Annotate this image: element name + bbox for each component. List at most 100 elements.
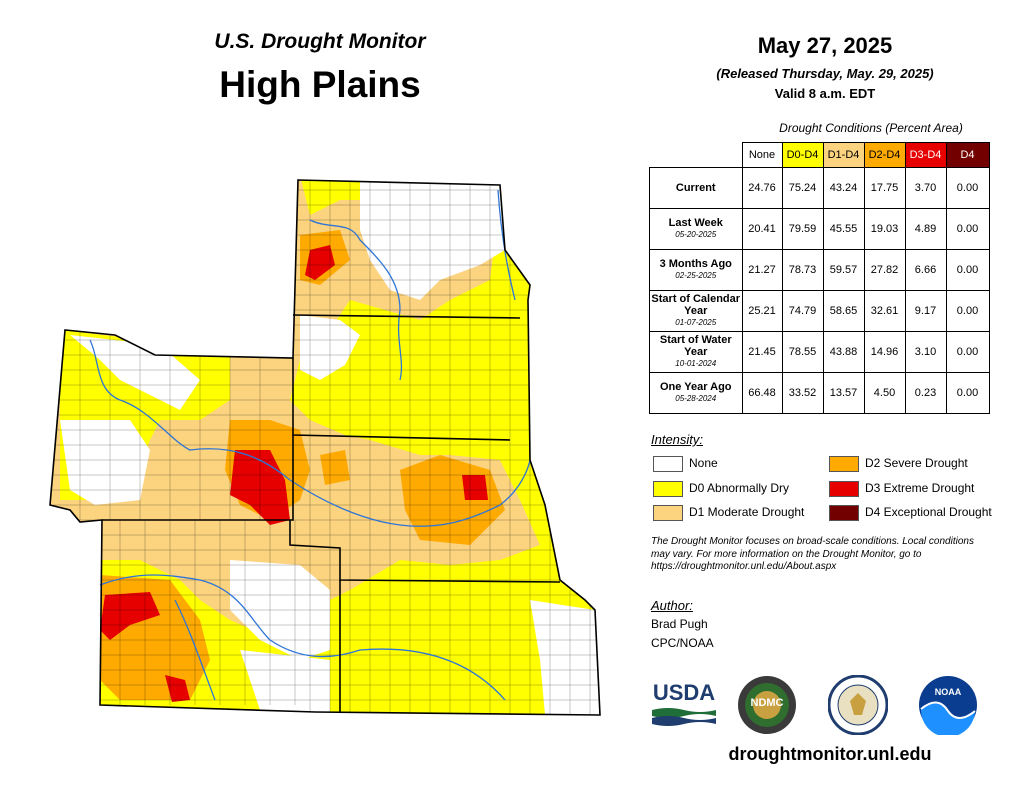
table-cell: 74.79 bbox=[781, 290, 824, 332]
table-cell: 17.75 bbox=[863, 167, 906, 209]
legend-swatch bbox=[829, 481, 859, 497]
legend-swatch bbox=[829, 456, 859, 472]
table-cell: 66.48 bbox=[741, 372, 783, 414]
row-label: Start of Water Year 10-01-2024 bbox=[649, 331, 743, 373]
row-label: Current bbox=[649, 167, 743, 209]
commerce-seal-icon bbox=[828, 675, 888, 735]
table-cell: 75.24 bbox=[781, 167, 824, 209]
drought-stats-table: None D0-D4 D1-D4 D2-D4 D3-D4 D4 Current … bbox=[649, 142, 990, 414]
ndmc-logo-text: NDMC bbox=[750, 697, 784, 709]
row-label-text: Start of Water Year bbox=[659, 334, 732, 358]
table-cell: 45.55 bbox=[822, 208, 865, 250]
table-cell: 59.57 bbox=[822, 249, 865, 291]
legend-swatch bbox=[653, 481, 683, 497]
legend-label: D1 Moderate Drought bbox=[689, 505, 805, 519]
table-row: 3 Months Ago 02-25-2025 21.27 78.73 59.57… bbox=[649, 249, 990, 291]
table-cell: 27.82 bbox=[863, 249, 906, 291]
col-header-d0-d4: D0-D4 bbox=[781, 142, 824, 168]
usda-wave-icon bbox=[652, 708, 716, 726]
row-label: Last Week 05-20-2025 bbox=[649, 208, 743, 250]
table-cell: 0.00 bbox=[945, 290, 990, 332]
table-cell: 20.41 bbox=[741, 208, 783, 250]
noaa-logo-text: NOAA bbox=[934, 687, 962, 697]
row-date: 01-07-2025 bbox=[675, 318, 717, 327]
state-borders bbox=[49, 179, 601, 716]
legend-label: D0 Abnormally Dry bbox=[689, 481, 790, 495]
table-cell: 4.89 bbox=[904, 208, 947, 250]
legend-label: D4 Exceptional Drought bbox=[865, 505, 992, 519]
row-label: One Year Ago 05-28-2024 bbox=[649, 372, 743, 414]
author-title: Author: bbox=[651, 598, 693, 613]
noaa-seal-icon bbox=[919, 676, 977, 735]
table-row: Last Week 05-20-2025 20.41 79.59 45.55 19… bbox=[649, 208, 990, 250]
ndmc-logo: NDMC bbox=[737, 675, 797, 735]
table-cell: 78.73 bbox=[781, 249, 824, 291]
website-link[interactable]: droughtmonitor.unl.edu bbox=[728, 744, 932, 764]
row-date: 10-01-2024 bbox=[675, 359, 717, 368]
row-label-text: 3 Months Ago bbox=[659, 258, 732, 270]
release-date: (Released Thursday, May. 29, 2025) bbox=[716, 66, 934, 81]
legend-swatch bbox=[829, 505, 859, 521]
table-cell: 32.61 bbox=[863, 290, 906, 332]
col-header-none: None bbox=[741, 142, 783, 168]
valid-time: Valid 8 a.m. EDT bbox=[774, 86, 876, 101]
legend-label: None bbox=[689, 456, 718, 470]
table-cell: 0.00 bbox=[945, 249, 990, 291]
table-header-row: None D0-D4 D1-D4 D2-D4 D3-D4 D4 bbox=[649, 142, 990, 168]
table-cell: 24.76 bbox=[741, 167, 783, 209]
row-date: 02-25-2025 bbox=[675, 271, 717, 280]
table-cell: 43.24 bbox=[822, 167, 865, 209]
header-corner bbox=[649, 142, 743, 168]
col-header-d1-d4: D1-D4 bbox=[822, 142, 865, 168]
table-cell: 13.57 bbox=[822, 372, 865, 414]
table-cell: 43.88 bbox=[822, 331, 865, 373]
table-cell: 0.23 bbox=[904, 372, 947, 414]
legend-swatch bbox=[653, 456, 683, 472]
legend-title: Intensity: bbox=[651, 432, 704, 447]
rivers bbox=[89, 189, 531, 701]
map-date: May 27, 2025 bbox=[757, 33, 893, 58]
table-row: Current 24.76 75.24 43.24 17.75 3.70 0.0… bbox=[649, 167, 990, 209]
table-cell: 6.66 bbox=[904, 249, 947, 291]
row-label: 3 Months Ago 02-25-2025 bbox=[649, 249, 743, 291]
table-cell: 19.03 bbox=[863, 208, 906, 250]
table-row: Start of Water Year 10-01-2024 21.45 78.5… bbox=[649, 331, 990, 373]
table-cell: 0.00 bbox=[945, 372, 990, 414]
table-cell: 0.00 bbox=[945, 167, 990, 209]
table-cell: 14.96 bbox=[863, 331, 906, 373]
row-label: Start of Calendar Year 01-07-2025 bbox=[649, 290, 743, 332]
row-label-text: Last Week bbox=[668, 217, 723, 229]
table-cell: 25.21 bbox=[741, 290, 783, 332]
legend-label: D2 Severe Drought bbox=[865, 456, 968, 470]
doc-logo bbox=[828, 675, 888, 735]
table-row: Start of Calendar Year 01-07-2025 25.21 7… bbox=[649, 290, 990, 332]
col-header-d3-d4: D3-D4 bbox=[904, 142, 947, 168]
noaa-logo: NOAA bbox=[918, 675, 978, 735]
row-label-text: One Year Ago bbox=[659, 381, 732, 393]
map-subtitle: U.S. Drought Monitor bbox=[214, 30, 426, 53]
usda-logo-text: USDA bbox=[652, 680, 716, 705]
table-cell: 79.59 bbox=[781, 208, 824, 250]
col-header-d4: D4 bbox=[945, 142, 990, 168]
author-org: CPC/NOAA bbox=[651, 636, 714, 650]
table-cell: 9.17 bbox=[904, 290, 947, 332]
row-label-text: Current bbox=[675, 182, 716, 194]
row-label-text: Start of Calendar Year bbox=[651, 293, 741, 317]
table-cell: 4.50 bbox=[863, 372, 906, 414]
table-cell: 0.00 bbox=[945, 208, 990, 250]
table-cell: 21.45 bbox=[741, 331, 783, 373]
table-cell: 0.00 bbox=[945, 331, 990, 373]
drought-map bbox=[49, 179, 601, 716]
col-header-d2-d4: D2-D4 bbox=[863, 142, 906, 168]
region-title: High Plains bbox=[219, 64, 421, 105]
table-cell: 3.10 bbox=[904, 331, 947, 373]
table-cell: 58.65 bbox=[822, 290, 865, 332]
row-date: 05-20-2025 bbox=[675, 230, 717, 239]
disclaimer-note: The Drought Monitor focuses on broad-sca… bbox=[651, 536, 974, 572]
legend-swatch bbox=[653, 505, 683, 521]
table-cell: 33.52 bbox=[781, 372, 824, 414]
usda-logo: USDA bbox=[650, 680, 718, 728]
legend-label: D3 Extreme Drought bbox=[865, 481, 975, 495]
author-name: Brad Pugh bbox=[651, 617, 708, 631]
table-cell: 3.70 bbox=[904, 167, 947, 209]
